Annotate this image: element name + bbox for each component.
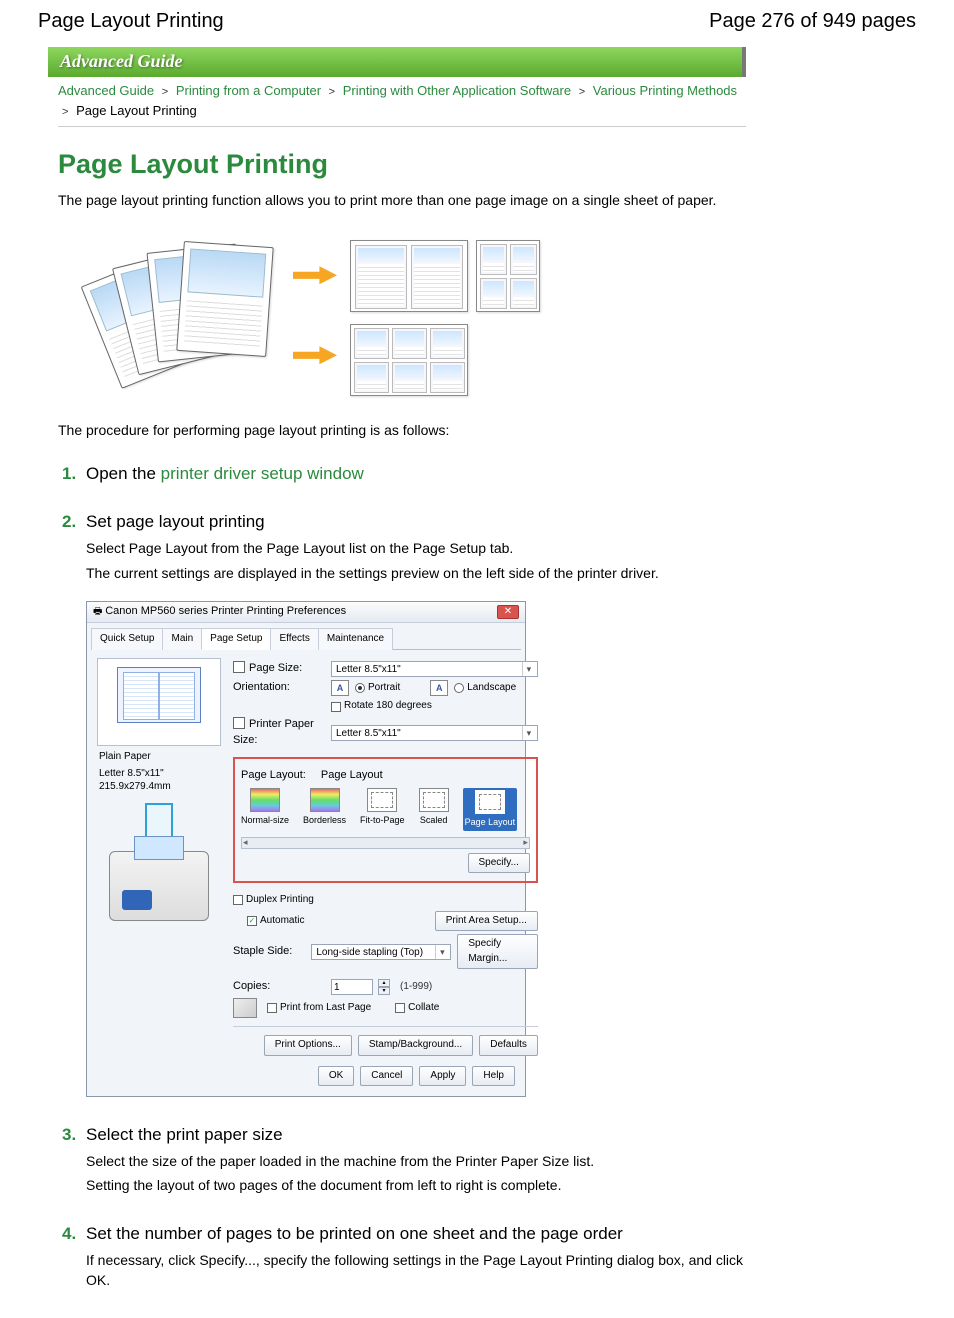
lead-paragraph: The procedure for performing page layout… xyxy=(58,422,746,438)
tab-page-setup[interactable]: Page Setup xyxy=(201,628,271,651)
step4-title: Set the number of pages to be printed on… xyxy=(86,1224,746,1244)
ok-button[interactable]: OK xyxy=(318,1066,354,1087)
copies-range: (1-999) xyxy=(400,980,432,995)
layout-scrollbar[interactable] xyxy=(241,837,530,849)
printer-driver-setup-link[interactable]: printer driver setup window xyxy=(161,464,364,483)
article-title: Page Layout Printing xyxy=(58,149,746,180)
page-size-label: Page Size: xyxy=(249,662,302,674)
layout-fit-to-page[interactable]: Fit-to-Page xyxy=(360,788,405,831)
step3-p2: Setting the layout of two pages of the d… xyxy=(86,1175,746,1195)
breadcrumb-sep: > xyxy=(579,86,585,98)
arrow-icon xyxy=(293,266,337,284)
step4-p1: If necessary, click Specify..., specify … xyxy=(86,1250,746,1291)
layout-normal-size[interactable]: Normal-size xyxy=(241,788,289,831)
orientation-label: Orientation: xyxy=(233,681,290,693)
arrow-icon xyxy=(293,346,337,364)
copies-down[interactable]: ▾ xyxy=(378,987,390,995)
copies-label: Copies: xyxy=(233,979,325,995)
copies-input[interactable] xyxy=(331,979,373,995)
landscape-radio[interactable]: Landscape xyxy=(454,681,516,696)
settings-preview xyxy=(97,658,221,746)
breadcrumb-sep: > xyxy=(162,86,168,98)
copies-up[interactable]: ▴ xyxy=(378,979,390,987)
duplex-checkbox[interactable]: Duplex Printing xyxy=(233,893,314,908)
rotate-180-checkbox[interactable]: Rotate 180 degrees xyxy=(331,699,432,714)
copies-icon xyxy=(233,998,257,1018)
step3-p1: Select the size of the paper loaded in t… xyxy=(86,1151,746,1171)
portrait-radio[interactable]: Portrait xyxy=(355,681,400,696)
guide-banner: Advanced Guide xyxy=(48,47,746,77)
automatic-checkbox[interactable]: Automatic xyxy=(247,914,304,929)
specify-margin-button[interactable]: Specify Margin... xyxy=(457,934,538,969)
page-title-left: Page Layout Printing xyxy=(38,10,224,33)
page-layout-label: Page Layout: xyxy=(241,768,306,784)
printer-icon xyxy=(109,851,209,921)
page-size-select[interactable]: Letter 8.5"x11" xyxy=(331,661,538,677)
layout-scaled[interactable]: Scaled xyxy=(419,788,449,831)
apply-button[interactable]: Apply xyxy=(419,1066,466,1087)
staple-side-select[interactable]: Long-side stapling (Top) xyxy=(311,944,451,960)
page-number: Page 276 of 949 pages xyxy=(709,10,916,33)
step2-p1: Select Page Layout from the Page Layout … xyxy=(86,538,746,558)
staple-side-label: Staple Side: xyxy=(233,944,305,960)
print-options-button[interactable]: Print Options... xyxy=(264,1035,352,1056)
layout-page-layout[interactable]: Page Layout xyxy=(463,788,518,831)
print-area-setup-button[interactable]: Print Area Setup... xyxy=(435,911,538,932)
breadcrumb-link-2[interactable]: Printing with Other Application Software xyxy=(343,83,571,98)
step-number-1: 1. xyxy=(62,464,76,484)
defaults-button[interactable]: Defaults xyxy=(479,1035,538,1056)
breadcrumb-sep: > xyxy=(62,106,68,118)
printer-paper-icon xyxy=(233,717,245,729)
specify-button[interactable]: Specify... xyxy=(468,853,530,874)
page-layout-group: Page Layout: Page Layout Normal-size Bor… xyxy=(233,757,538,883)
breadcrumb-link-0[interactable]: Advanced Guide xyxy=(58,83,154,98)
step-number-3: 3. xyxy=(62,1125,76,1145)
step2-p2: The current settings are displayed in th… xyxy=(86,563,746,583)
step-number-4: 4. xyxy=(62,1224,76,1244)
close-button[interactable]: ✕ xyxy=(497,605,519,619)
stamp-background-button[interactable]: Stamp/Background... xyxy=(358,1035,473,1056)
preview-size-label: Letter 8.5"x11" 215.9x279.4mm xyxy=(99,767,221,793)
step2-title: Set page layout printing xyxy=(86,512,746,532)
collate-checkbox[interactable]: Collate xyxy=(395,1001,439,1016)
breadcrumb-link-3[interactable]: Various Printing Methods xyxy=(593,83,737,98)
tab-effects[interactable]: Effects xyxy=(270,628,318,651)
tab-main[interactable]: Main xyxy=(162,628,202,651)
preview-media-label: Plain Paper xyxy=(99,750,221,763)
dialog-title: Canon MP560 series Printer Printing Pref… xyxy=(93,604,346,620)
printing-preferences-dialog: Canon MP560 series Printer Printing Pref… xyxy=(86,601,526,1097)
breadcrumb-sep: > xyxy=(329,86,335,98)
step3-title: Select the print paper size xyxy=(86,1125,746,1145)
tab-maintenance[interactable]: Maintenance xyxy=(318,628,393,651)
concept-illustration xyxy=(88,228,558,398)
portrait-icon: A xyxy=(331,680,349,696)
breadcrumb: Advanced Guide > Printing from a Compute… xyxy=(58,81,746,127)
tab-quick-setup[interactable]: Quick Setup xyxy=(91,628,163,651)
page-size-icon xyxy=(233,661,245,673)
breadcrumb-link-1[interactable]: Printing from a Computer xyxy=(176,83,321,98)
landscape-icon: A xyxy=(430,680,448,696)
step1-pre: Open the xyxy=(86,464,161,483)
breadcrumb-current: Page Layout Printing xyxy=(76,103,197,118)
step-number-2: 2. xyxy=(62,512,76,532)
intro-paragraph: The page layout printing function allows… xyxy=(58,190,746,210)
page-layout-value: Page Layout xyxy=(321,768,383,784)
printer-paper-size-select[interactable]: Letter 8.5"x11" xyxy=(331,725,538,741)
cancel-button[interactable]: Cancel xyxy=(360,1066,413,1087)
layout-borderless[interactable]: Borderless xyxy=(303,788,346,831)
print-from-last-checkbox[interactable]: Print from Last Page xyxy=(267,1001,371,1016)
help-button[interactable]: Help xyxy=(472,1066,515,1087)
printer-paper-size-label: Printer Paper Size: xyxy=(233,718,314,746)
